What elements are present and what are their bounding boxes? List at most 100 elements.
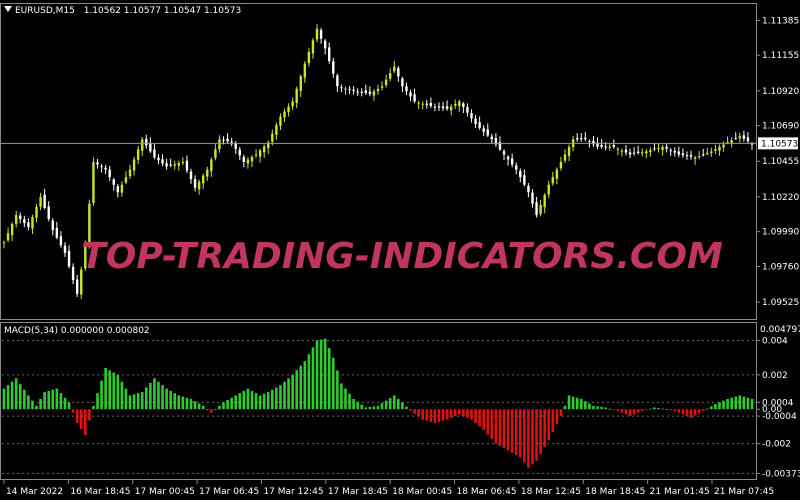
macd-bar xyxy=(47,390,51,410)
macd-bar xyxy=(23,389,26,410)
macd-bar xyxy=(2,388,6,410)
candle xyxy=(14,210,18,228)
candle xyxy=(738,132,742,143)
candle xyxy=(112,177,115,191)
candle xyxy=(279,113,282,130)
macd-bar xyxy=(6,385,10,410)
macd-bar xyxy=(283,381,286,410)
candle xyxy=(563,149,567,163)
candle xyxy=(673,147,676,157)
macd-bar xyxy=(734,396,738,410)
macd-bar xyxy=(608,408,612,410)
macd-bar xyxy=(425,409,429,421)
candle xyxy=(132,156,136,176)
macd-bar xyxy=(79,409,83,430)
candle xyxy=(689,150,693,160)
candle xyxy=(649,147,652,157)
candle xyxy=(612,139,615,149)
candle xyxy=(75,275,79,297)
symbol-header: EURUSD,M15 1.10562 1.10577 1.10547 1.105… xyxy=(4,6,241,16)
candle xyxy=(413,88,416,104)
candle xyxy=(575,133,579,142)
candle xyxy=(600,139,603,149)
candle xyxy=(136,145,140,165)
macd-bar xyxy=(543,409,546,448)
candle xyxy=(116,184,120,198)
macd-bar xyxy=(27,395,30,410)
candle xyxy=(262,144,266,158)
macd-bar xyxy=(96,393,99,410)
candle xyxy=(364,84,368,95)
candle xyxy=(458,99,461,112)
macd-bar xyxy=(392,395,396,410)
candle xyxy=(218,135,221,153)
macd-bar xyxy=(84,409,87,436)
candle xyxy=(283,108,286,122)
macd-bar xyxy=(136,393,140,410)
macd-bar xyxy=(205,409,209,411)
candle xyxy=(677,146,681,158)
candle xyxy=(267,140,270,154)
candle xyxy=(348,85,351,95)
candle xyxy=(108,165,111,181)
candle xyxy=(669,147,672,156)
candle xyxy=(275,122,278,140)
macd-bar xyxy=(474,409,477,423)
dropdown-triangle-icon[interactable] xyxy=(4,6,12,12)
macd-bar xyxy=(547,409,551,441)
macd-bar xyxy=(384,400,388,410)
macd-bar xyxy=(299,365,303,410)
macd-bar xyxy=(254,393,258,410)
time-tick-label: 18 Mar 00:45 xyxy=(392,487,452,497)
macd-bar xyxy=(429,409,433,422)
candle xyxy=(149,137,152,153)
macd-bar xyxy=(10,381,14,410)
candle xyxy=(734,132,737,140)
candle xyxy=(271,129,274,146)
candle-series xyxy=(2,24,754,300)
macd-bar xyxy=(490,409,494,440)
candle xyxy=(2,240,6,249)
candle xyxy=(299,74,302,97)
macd-bar xyxy=(596,406,599,410)
candle xyxy=(523,169,526,187)
candle xyxy=(380,81,384,91)
candle xyxy=(92,157,95,206)
time-tick-label: 18 Mar 18:45 xyxy=(585,487,645,497)
candle xyxy=(181,157,185,166)
candle xyxy=(384,74,388,88)
candle xyxy=(730,137,733,148)
candle xyxy=(421,101,424,110)
candle xyxy=(636,145,640,155)
candle xyxy=(120,181,124,197)
macd-bar xyxy=(486,409,490,435)
time-tick-label: 17 Mar 06:45 xyxy=(199,487,259,497)
macd-bar xyxy=(315,340,319,410)
candle xyxy=(226,133,229,144)
macd-bar xyxy=(718,402,721,410)
candle xyxy=(693,155,697,165)
candle xyxy=(332,57,335,78)
macd-bar xyxy=(112,372,116,410)
macd-bar xyxy=(527,409,530,468)
candle xyxy=(555,167,559,185)
candle xyxy=(10,222,14,241)
time-tick-label: 18 Mar 12:45 xyxy=(521,487,581,497)
macd-bar xyxy=(214,409,217,411)
macd-bar xyxy=(653,407,656,410)
current-price-tag: 1.10573 xyxy=(758,137,798,150)
candle xyxy=(360,88,363,97)
macd-bar xyxy=(75,409,79,423)
candle xyxy=(315,24,319,43)
macd-bar xyxy=(710,406,713,410)
macd-bar xyxy=(523,409,526,463)
macd-bar xyxy=(153,378,156,410)
price-tick-label: 1.10455 xyxy=(762,157,799,167)
macd-bar xyxy=(726,398,729,410)
candle xyxy=(405,82,408,96)
time-tick-label: 18 Mar 06:45 xyxy=(457,487,517,497)
macd-bar xyxy=(579,398,583,410)
macd-bar xyxy=(258,395,262,410)
macd-bar xyxy=(144,387,148,410)
